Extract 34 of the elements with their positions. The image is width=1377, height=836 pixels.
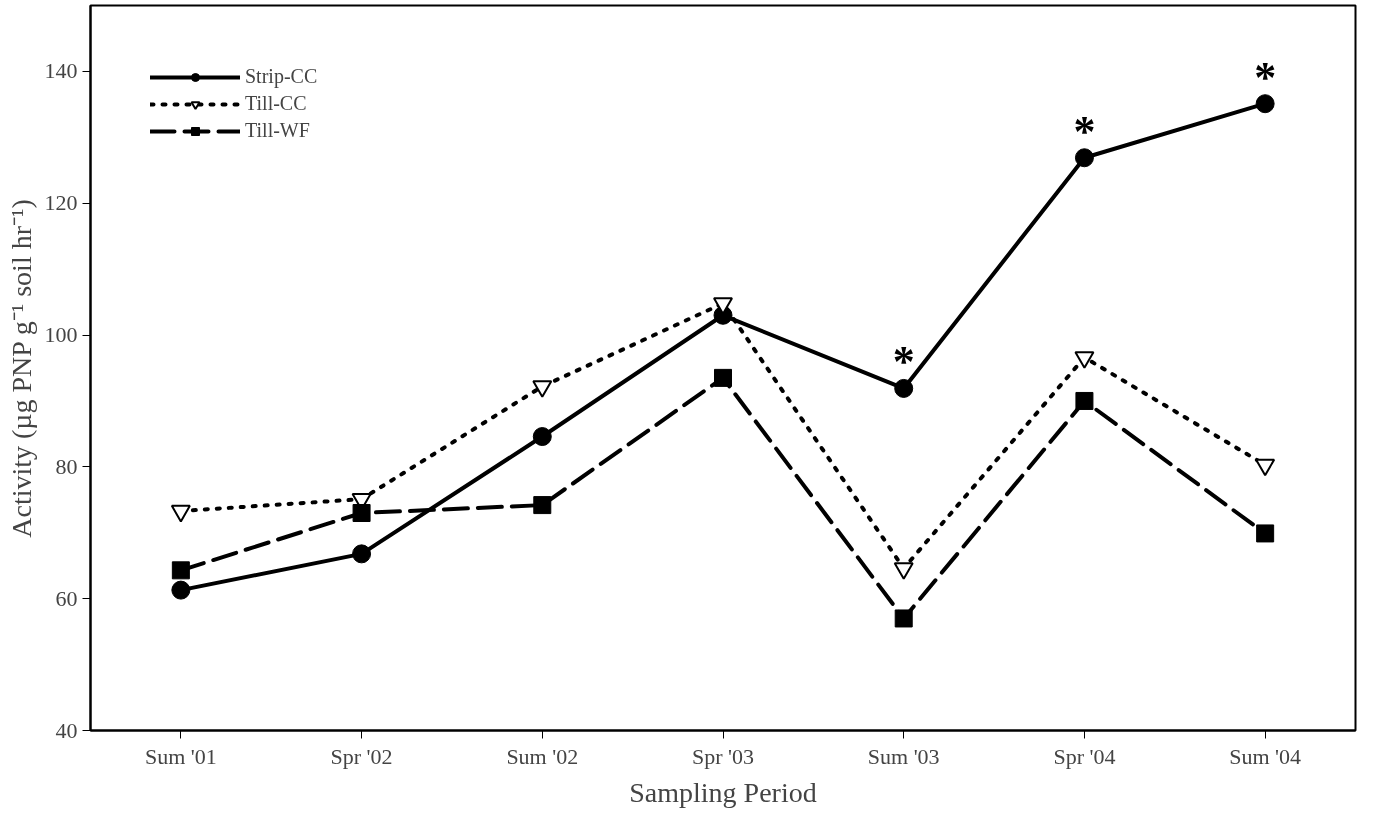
point — [894, 378, 914, 398]
legend-label: Till-CC — [245, 92, 307, 115]
x-tick-label: Sum '03 — [867, 743, 940, 769]
x-tick-label: Spr '03 — [691, 743, 755, 769]
point — [714, 368, 732, 387]
y-tick-label: 40 — [55, 717, 78, 743]
point — [1255, 94, 1275, 114]
y-tick-label: 120 — [44, 190, 78, 216]
legend-label: Till-WF — [245, 119, 310, 142]
annotation: * — [1073, 106, 1096, 156]
y-tick-label: 60 — [55, 585, 78, 611]
point — [352, 544, 372, 564]
point — [1256, 524, 1275, 543]
annotation: * — [1254, 52, 1277, 102]
x-tick-label: Spr '04 — [1053, 743, 1116, 769]
y-axis-title: Activity (µg PNP g⁻¹ soil hr⁻¹) — [5, 199, 37, 538]
point — [352, 504, 371, 522]
x-tick-label: Sum '04 — [1229, 743, 1302, 769]
y-tick-label: 100 — [44, 322, 78, 348]
point — [533, 496, 552, 515]
x-axis-title: Sampling Period — [629, 776, 817, 808]
point — [894, 609, 913, 628]
y-tick-label: 80 — [55, 453, 78, 479]
point — [532, 427, 552, 447]
y-tick-label: 140 — [44, 58, 78, 84]
point — [1074, 148, 1094, 168]
x-tick-label: Spr '02 — [330, 743, 393, 769]
legend-label: Strip-CC — [245, 65, 318, 88]
annotation: * — [892, 337, 915, 387]
x-tick-label: Sum '01 — [144, 743, 217, 769]
point — [171, 561, 190, 580]
x-tick-label: Sum '02 — [506, 743, 579, 769]
point — [1075, 391, 1094, 410]
point — [171, 580, 191, 600]
